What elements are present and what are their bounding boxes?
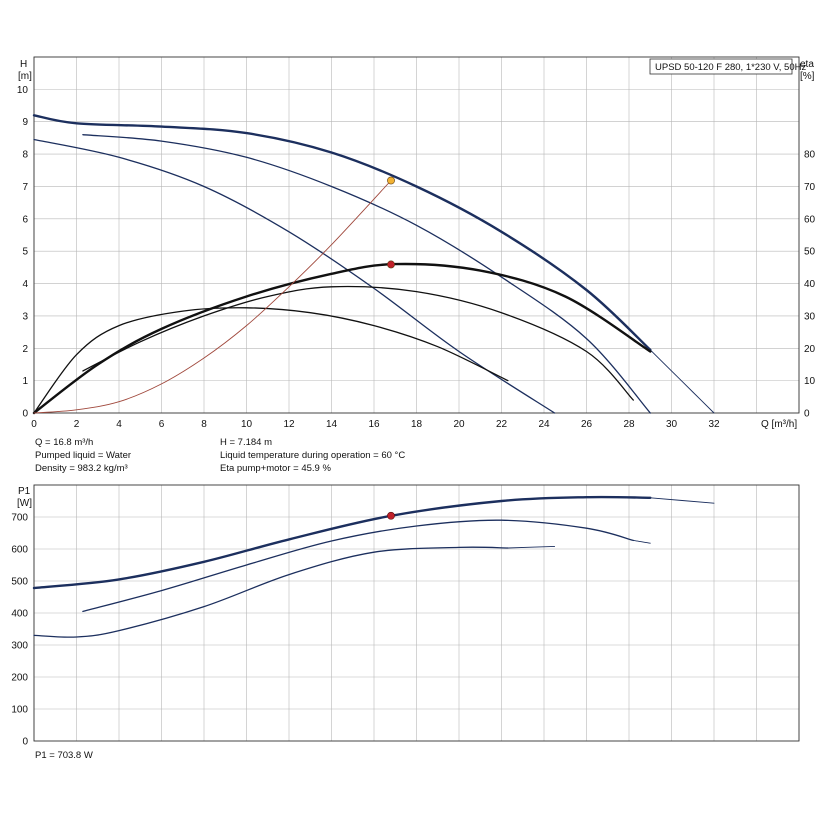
q-tick-label: 0 (31, 419, 37, 430)
duty-point-marker (387, 176, 395, 185)
h-tick-label: 4 (22, 279, 28, 290)
bottom-plot-grid (33, 484, 800, 742)
eta-tick-label: 80 (804, 150, 816, 161)
h-tick-label: 8 (22, 150, 28, 161)
h-tick-label: 7 (22, 182, 28, 193)
H-extension-line (649, 349, 715, 414)
P1-curve-line (32, 495, 652, 590)
h-tick-label: 0 (22, 409, 28, 420)
H-curve-line (32, 114, 652, 352)
info-liquid-temp: Liquid temperature during operation = 60… (220, 450, 405, 461)
eta-axis-unit: [%] (800, 71, 815, 82)
q-tick-label: 30 (666, 419, 678, 430)
info-q: Q = 16.8 m³/h (35, 437, 93, 448)
p1-tick-label: 100 (11, 705, 28, 716)
eta-tick-label: 20 (804, 344, 816, 355)
p1-tick-label: 200 (11, 673, 28, 684)
eta-curve-line (32, 262, 652, 415)
q-tick-label: 18 (411, 419, 423, 430)
P1-curve-line (82, 519, 634, 613)
eta-tick-label: 40 (804, 279, 816, 290)
q-tick-label: 10 (241, 419, 253, 430)
q-tick-label: 14 (326, 419, 338, 430)
eta-tick-label: 0 (804, 409, 810, 420)
eta-tick-label: 70 (804, 182, 816, 193)
info-pumped-liquid: Pumped liquid = Water (35, 450, 131, 461)
top-plot-curves (32, 114, 715, 415)
p1-duty-point-marker (387, 511, 395, 520)
p1-axis-unit: [W] (17, 498, 32, 509)
q-tick-label: 20 (453, 419, 465, 430)
info-eta: Eta pump+motor = 45.9 % (220, 463, 331, 474)
h-tick-label: 1 (22, 376, 28, 387)
q-tick-label: 24 (538, 419, 550, 430)
info-h: H = 7.184 m (220, 437, 272, 448)
h-axis-label: H (20, 59, 27, 70)
p1-tick-label: 700 (11, 513, 28, 524)
p1-tick-label: 400 (11, 609, 28, 620)
P1-curve-line (33, 546, 509, 638)
eta-tick-label: 60 (804, 214, 816, 225)
q-tick-label: 8 (201, 419, 207, 430)
p1-tick-label: 300 (11, 641, 28, 652)
duty-point-marker (387, 260, 395, 269)
q-tick-label: 6 (159, 419, 165, 430)
H-curve-line (82, 134, 651, 414)
h-tick-label: 5 (22, 247, 28, 258)
chart-title: UPSD 50-120 F 280, 1*230 V, 50Hz (655, 62, 806, 73)
h-tick-label: 6 (22, 214, 28, 225)
eta-tick-label: 50 (804, 247, 816, 258)
eta-tick-label: 10 (804, 376, 816, 387)
p1-tick-label: 0 (22, 737, 28, 748)
h-tick-label: 10 (17, 85, 29, 96)
system-curve-line (33, 180, 392, 414)
top-plot-grid (33, 56, 800, 414)
q-tick-label: 4 (116, 419, 122, 430)
q-tick-label: 26 (581, 419, 593, 430)
p1-axis-label: P1 (18, 486, 31, 497)
h-tick-label: 3 (22, 311, 28, 322)
h-tick-label: 2 (22, 344, 28, 355)
q-axis-label: Q [m³/h] (761, 419, 797, 430)
P1-extension-line (649, 497, 715, 504)
q-tick-label: 12 (283, 419, 295, 430)
q-tick-label: 22 (496, 419, 508, 430)
eta-axis-label: eta (800, 59, 814, 70)
q-tick-label: 32 (708, 419, 720, 430)
p1-tick-label: 600 (11, 545, 28, 556)
top-frame (33, 56, 800, 414)
H-curve-line (33, 138, 556, 414)
info-p1: P1 = 703.8 W (35, 750, 93, 761)
q-tick-label: 28 (623, 419, 635, 430)
P1-extension-line (632, 539, 651, 544)
bottom-plot-curves (32, 495, 715, 638)
h-axis-unit: [m] (18, 71, 32, 82)
eta-curve-line (82, 285, 634, 401)
title-box (649, 58, 793, 75)
h-tick-label: 9 (22, 117, 28, 128)
bottom-frame (33, 484, 800, 742)
eta-curve-line (33, 307, 509, 414)
q-tick-label: 2 (74, 419, 80, 430)
info-density: Density = 983.2 kg/m³ (35, 463, 128, 474)
p1-tick-label: 500 (11, 577, 28, 588)
P1-extension-line (507, 545, 556, 549)
eta-tick-label: 30 (804, 311, 816, 322)
q-tick-label: 16 (368, 419, 380, 430)
